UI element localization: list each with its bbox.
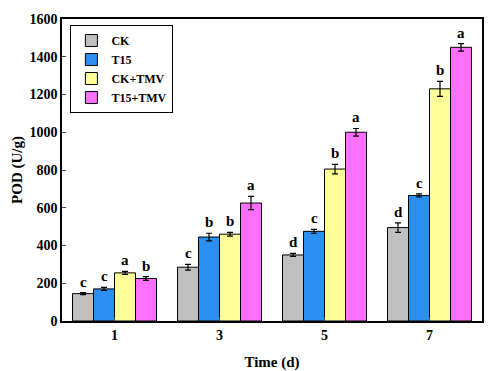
svg-text:600: 600 bbox=[36, 201, 57, 216]
svg-text:T15+TMV: T15+TMV bbox=[111, 91, 166, 105]
svg-text:CK+TMV: CK+TMV bbox=[111, 72, 164, 86]
svg-text:Time (d): Time (d) bbox=[244, 354, 299, 371]
svg-text:1400: 1400 bbox=[29, 50, 57, 65]
svg-text:b: b bbox=[142, 258, 150, 274]
svg-text:c: c bbox=[185, 245, 192, 261]
svg-text:1200: 1200 bbox=[29, 87, 57, 102]
svg-text:1000: 1000 bbox=[29, 125, 57, 140]
svg-text:d: d bbox=[394, 204, 403, 220]
svg-text:b: b bbox=[226, 213, 234, 229]
svg-text:b: b bbox=[331, 145, 339, 161]
svg-text:7: 7 bbox=[426, 328, 433, 343]
svg-text:CK: CK bbox=[111, 34, 130, 48]
svg-text:b: b bbox=[205, 214, 213, 230]
svg-text:c: c bbox=[101, 268, 108, 284]
svg-text:a: a bbox=[352, 109, 360, 125]
svg-text:b: b bbox=[436, 62, 444, 78]
svg-text:5: 5 bbox=[321, 328, 328, 343]
svg-text:3: 3 bbox=[216, 328, 223, 343]
svg-text:1: 1 bbox=[111, 328, 118, 343]
svg-text:a: a bbox=[121, 252, 129, 268]
svg-text:POD (U/g): POD (U/g) bbox=[9, 136, 26, 204]
svg-text:a: a bbox=[247, 177, 255, 193]
svg-text:0: 0 bbox=[50, 314, 57, 329]
svg-text:c: c bbox=[80, 274, 87, 290]
svg-text:c: c bbox=[311, 210, 318, 226]
svg-text:d: d bbox=[289, 234, 298, 250]
svg-text:T15: T15 bbox=[111, 53, 131, 67]
svg-text:c: c bbox=[416, 175, 423, 191]
svg-text:800: 800 bbox=[36, 163, 57, 178]
svg-text:1600: 1600 bbox=[29, 12, 57, 27]
svg-text:a: a bbox=[457, 25, 465, 41]
svg-text:400: 400 bbox=[36, 238, 57, 253]
svg-text:200: 200 bbox=[36, 276, 57, 291]
